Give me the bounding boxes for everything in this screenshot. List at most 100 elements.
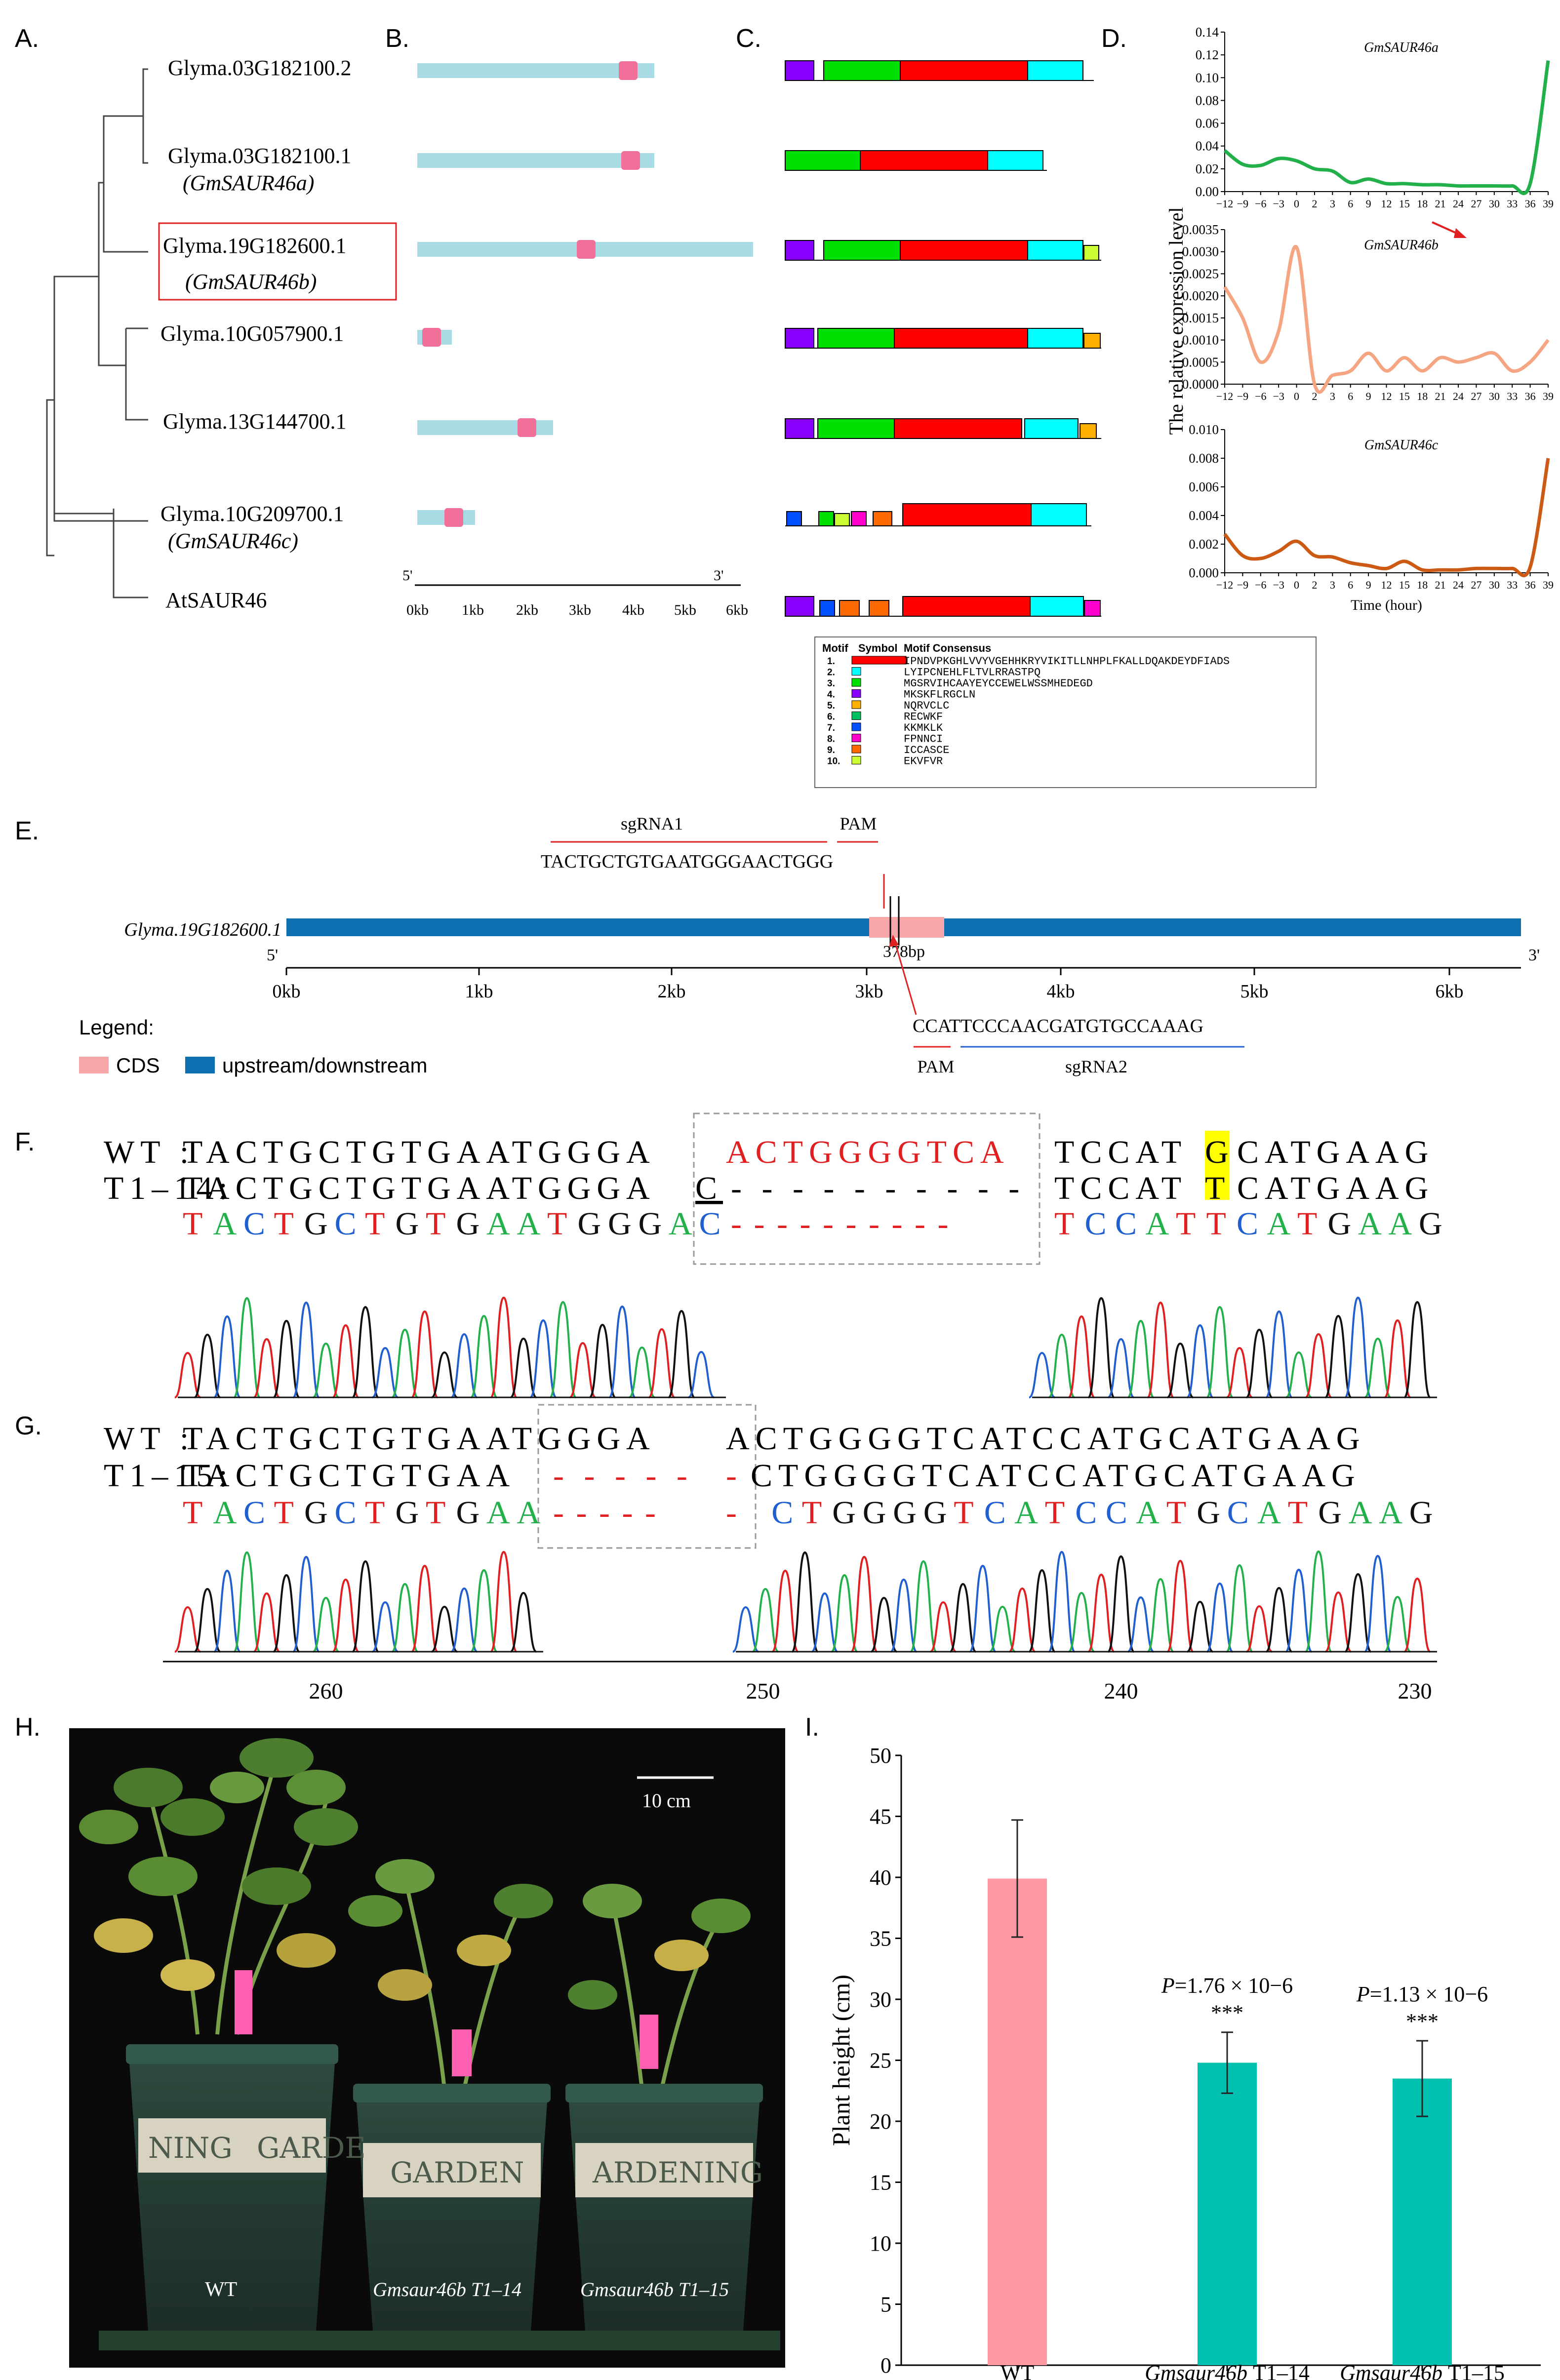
- base-letter: T: [1288, 1495, 1314, 1531]
- mutant-gap: - - - - - - - - - -: [731, 1170, 1025, 1206]
- trace-peak: [1107, 1555, 1135, 1653]
- motif-swatch: [851, 667, 861, 675]
- base-letter: C: [1237, 1206, 1264, 1242]
- mutant-snp: T: [1205, 1170, 1231, 1206]
- base-letter: -: [869, 1206, 885, 1242]
- schematic-tick: 6kb: [1436, 981, 1464, 1002]
- trace-peak: [174, 1351, 201, 1398]
- x-tick-label: 21: [1435, 390, 1446, 402]
- trace-peak: [253, 1592, 280, 1653]
- trace-peak: [687, 1350, 715, 1398]
- y-tick-label: 0.0025: [1182, 266, 1219, 281]
- trace-peak: [371, 1347, 399, 1398]
- sgrna2-pointer: [893, 938, 917, 1015]
- trace-peak: [569, 1342, 597, 1398]
- motif-number: 5.: [827, 701, 835, 711]
- x-tick-label: 15: [1399, 390, 1410, 402]
- trace-peak: [1364, 1554, 1392, 1653]
- x-tick-label: 12: [1381, 198, 1392, 210]
- gene-label: Glyma.19G182600.1: [163, 234, 347, 258]
- y-tick-label: 0.0015: [1182, 311, 1219, 325]
- trace-peak: [1147, 1301, 1174, 1398]
- base-letter: -: [846, 1206, 863, 1242]
- position-tick: 230: [1398, 1678, 1432, 1704]
- schematic-tick: 2kb: [658, 981, 686, 1002]
- series-line: [1223, 244, 1550, 394]
- expression-y-label: The relative expression level: [1165, 207, 1187, 435]
- x-tick-label: 33: [1507, 390, 1518, 402]
- trace-peak: [1127, 1319, 1155, 1398]
- y-tick-label: 40: [870, 1865, 891, 1890]
- x-tick-label: 3: [1330, 198, 1335, 210]
- x-tick-label: 18: [1417, 390, 1428, 402]
- base-letter: T: [1206, 1206, 1232, 1242]
- y-tick-label: 0.0030: [1182, 244, 1219, 259]
- base-letter: T: [1297, 1206, 1323, 1242]
- base-letter: -: [754, 1206, 771, 1242]
- pam2-label: PAM: [918, 1057, 955, 1076]
- base-letter: C: [335, 1495, 362, 1531]
- deletion-box: [693, 1112, 1040, 1265]
- trace-peak: [1166, 1342, 1194, 1398]
- trace-peak: [850, 1555, 878, 1653]
- base-letter: T: [426, 1495, 451, 1531]
- trace-peak: [1068, 1591, 1095, 1653]
- trace-peak: [1226, 1564, 1253, 1653]
- motif-swatch: [851, 689, 861, 698]
- trace-peak: [450, 1587, 478, 1653]
- gene-label: Glyma.10G209700.1: [160, 502, 344, 526]
- base-letter: C: [1115, 1206, 1143, 1242]
- base-letter: G: [863, 1495, 892, 1531]
- base-letter: G: [1419, 1206, 1448, 1242]
- motif-panel: [785, 60, 1101, 617]
- x-tick-label: 0: [1294, 579, 1299, 591]
- pot-text: GARDE: [257, 2131, 366, 2165]
- motif-consensus: MGSRVIHCAAYEYCCEWELWSSMHEDEGD: [904, 677, 1093, 690]
- motif-swatch: [851, 700, 861, 709]
- chromatogram-g: [174, 1550, 1437, 1653]
- trace-peak: [1403, 1577, 1431, 1653]
- sgrna2-sequence: CCATTCCCAACGATGTGCCAAAG: [913, 1016, 1203, 1036]
- motif-consensus: MKSKFLRGCLN: [904, 689, 975, 701]
- base-letter: -: [823, 1206, 840, 1242]
- x-tick-label: −3: [1273, 198, 1284, 210]
- base-letter: T: [274, 1206, 300, 1242]
- legend-header: Symbol: [858, 642, 897, 654]
- base-letter: G: [1409, 1495, 1439, 1531]
- trace-peak: [233, 1551, 261, 1653]
- base-letter: A: [517, 1206, 547, 1242]
- target-gene-label: Glyma.19G182600.1: [124, 919, 281, 940]
- x-tick-label: 33: [1507, 579, 1518, 591]
- x-axis-label: Time (hour): [1351, 597, 1422, 613]
- cds-marker: [444, 508, 463, 527]
- trace-peak: [1344, 1573, 1372, 1653]
- schematic-ticks: 0kb 1kb 2kb 3kb 4kb 5kb 6kb: [273, 968, 1464, 1002]
- base-letter: -: [777, 1206, 794, 1242]
- gene-alias: (GmSAUR46a): [183, 171, 314, 195]
- trace-peak: [1245, 1328, 1273, 1398]
- base-letter: A: [1379, 1495, 1408, 1531]
- trace-peak: [1324, 1314, 1352, 1398]
- x-tick-label: −12: [1216, 579, 1233, 591]
- x-tick-label: 36: [1525, 579, 1536, 591]
- base-letter: -: [892, 1206, 909, 1242]
- y-tick-label: 0.00: [1196, 184, 1219, 199]
- schematic-tick: 0kb: [273, 981, 301, 1002]
- trace-peak: [929, 1601, 957, 1653]
- wt-label: WT :: [104, 1421, 195, 1457]
- x-tick-label: 9: [1366, 198, 1371, 210]
- base-letter: G: [1318, 1495, 1348, 1531]
- gene-structure-panel: 5' 3' 0kb 1kb 2kb 3kb 4kb 5kb 6kb: [402, 61, 753, 618]
- trace-peak: [1206, 1306, 1234, 1398]
- position-tick: 240: [1104, 1678, 1138, 1704]
- y-tick-label: 0.0020: [1182, 288, 1219, 303]
- x-tick-label: 27: [1471, 579, 1481, 591]
- panel-label-c: C.: [736, 24, 761, 53]
- trace-peak: [174, 1606, 201, 1653]
- base-letter: C: [243, 1206, 271, 1242]
- panel-label-f: F.: [15, 1128, 35, 1156]
- scale-tick: 4kb: [622, 602, 644, 618]
- base-letter: A: [1358, 1206, 1388, 1242]
- y-tick-label: 0.008: [1189, 451, 1219, 466]
